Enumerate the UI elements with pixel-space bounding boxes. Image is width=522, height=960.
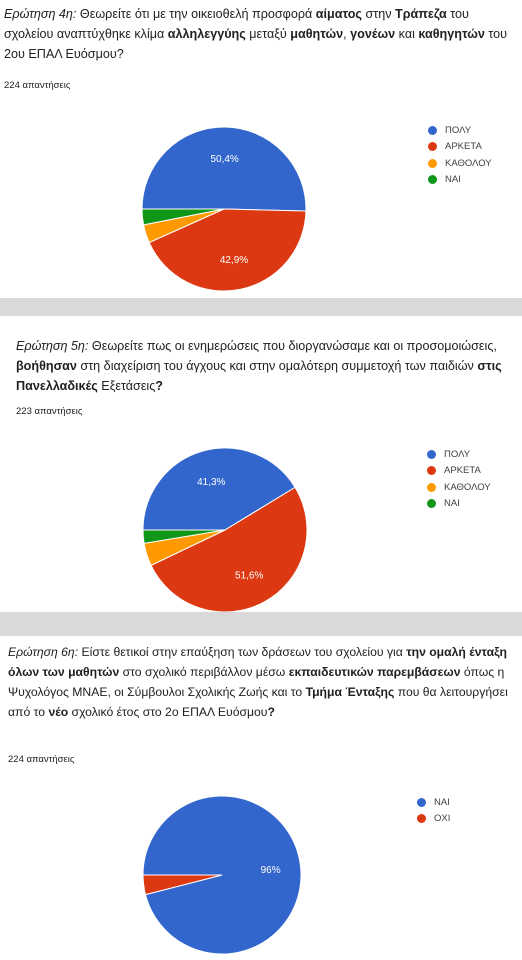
legend-swatch	[427, 482, 436, 492]
legend-item: ΚΑΘΟΛΟΥ	[427, 479, 491, 496]
section-divider	[0, 298, 522, 316]
legend-swatch	[427, 466, 436, 476]
legend-item: ΟΧΙ	[417, 811, 450, 828]
slice-label: 51,6%	[235, 571, 263, 582]
legend-item: ΚΑΘΟΛΟΥ	[428, 155, 492, 172]
response-count: 224 απαντήσεις	[4, 80, 71, 91]
question-5-panel: Ερώτηση 5η: Θεωρείτε πως οι ενημερώσεις …	[0, 316, 522, 613]
legend-swatch	[428, 158, 437, 168]
legend-label: ΟΧΙ	[434, 813, 451, 825]
section-divider	[0, 612, 522, 636]
pie-chart-q4: 50,4% 42,9%	[141, 126, 307, 292]
pie-slice	[142, 529, 226, 544]
slice-label: 42,9%	[220, 255, 248, 266]
response-count: 223 απαντήσεις	[16, 406, 83, 417]
legend-label: ΠΟΛΥ	[445, 124, 472, 136]
slice-label: 96%	[261, 865, 281, 876]
legend-item: ΠΟΛΥ	[428, 122, 492, 139]
legend-item: ΝΑΙ	[428, 172, 492, 189]
slice-label: 41,3%	[197, 477, 225, 488]
legend-swatch	[427, 449, 436, 459]
legend-q5: ΠΟΛΥ ΑΡΚΕΤΑ ΚΑΘΟΛΟΥ ΝΑΙ	[427, 446, 491, 512]
question-4-text: Ερώτηση 4η: Θεωρείτε ότι με την οικειοθε…	[4, 7, 508, 61]
pie-slice	[142, 874, 223, 896]
question-6-panel: Ερώτηση 6η: Είστε θετικοί στην επαύξηση …	[0, 636, 522, 960]
legend-label: ΝΑΙ	[444, 498, 460, 510]
legend-label: ΠΟΛΥ	[444, 448, 471, 460]
legend-q4: ΠΟΛΥ ΑΡΚΕΤΑ ΚΑΘΟΛΟΥ ΝΑΙ	[428, 122, 492, 188]
legend-swatch	[427, 499, 436, 509]
pie-chart-q6: 96%	[142, 795, 302, 955]
legend-item: ΑΡΚΕΤΑ	[427, 463, 491, 480]
pie-slice	[141, 208, 225, 226]
pie-slice	[141, 126, 307, 212]
legend-swatch	[417, 797, 426, 807]
legend-label: ΚΑΘΟΛΟΥ	[445, 157, 492, 169]
pie-slice	[150, 486, 308, 613]
legend-item: ΝΑΙ	[417, 794, 450, 811]
legend-label: ΚΑΘΟΛΟΥ	[444, 481, 491, 493]
legend-q6: ΝΑΙ ΟΧΙ	[417, 794, 450, 827]
pie-slice	[142, 447, 296, 531]
question-6-text: Ερώτηση 6η: Είστε θετικοί στην επαύξηση …	[8, 645, 508, 719]
legend-swatch	[428, 142, 437, 152]
legend-label: ΑΡΚΕΤΑ	[445, 141, 482, 153]
question-4-panel: Ερώτηση 4η: Θεωρείτε ότι με την οικειοθε…	[0, 0, 522, 298]
legend-swatch	[428, 125, 437, 135]
response-count: 224 απαντήσεις	[8, 754, 75, 765]
legend-label: ΝΑΙ	[445, 174, 461, 186]
legend-item: ΝΑΙ	[427, 496, 491, 513]
legend-item: ΠΟΛΥ	[427, 446, 491, 463]
legend-label: ΝΑΙ	[434, 796, 450, 808]
slice-label: 50,4%	[210, 154, 238, 165]
question-5-text: Ερώτηση 5η: Θεωρείτε πως οι ενημερώσεις …	[16, 339, 502, 393]
legend-swatch	[417, 814, 426, 824]
pie-chart-q5: 41,3% 51,6%	[142, 447, 308, 613]
legend-swatch	[428, 175, 437, 185]
legend-item: ΑΡΚΕΤΑ	[428, 139, 492, 156]
question-lead: Ερώτηση 5η:	[16, 339, 89, 353]
pie-slice	[148, 208, 307, 292]
legend-label: ΑΡΚΕΤΑ	[444, 465, 481, 477]
